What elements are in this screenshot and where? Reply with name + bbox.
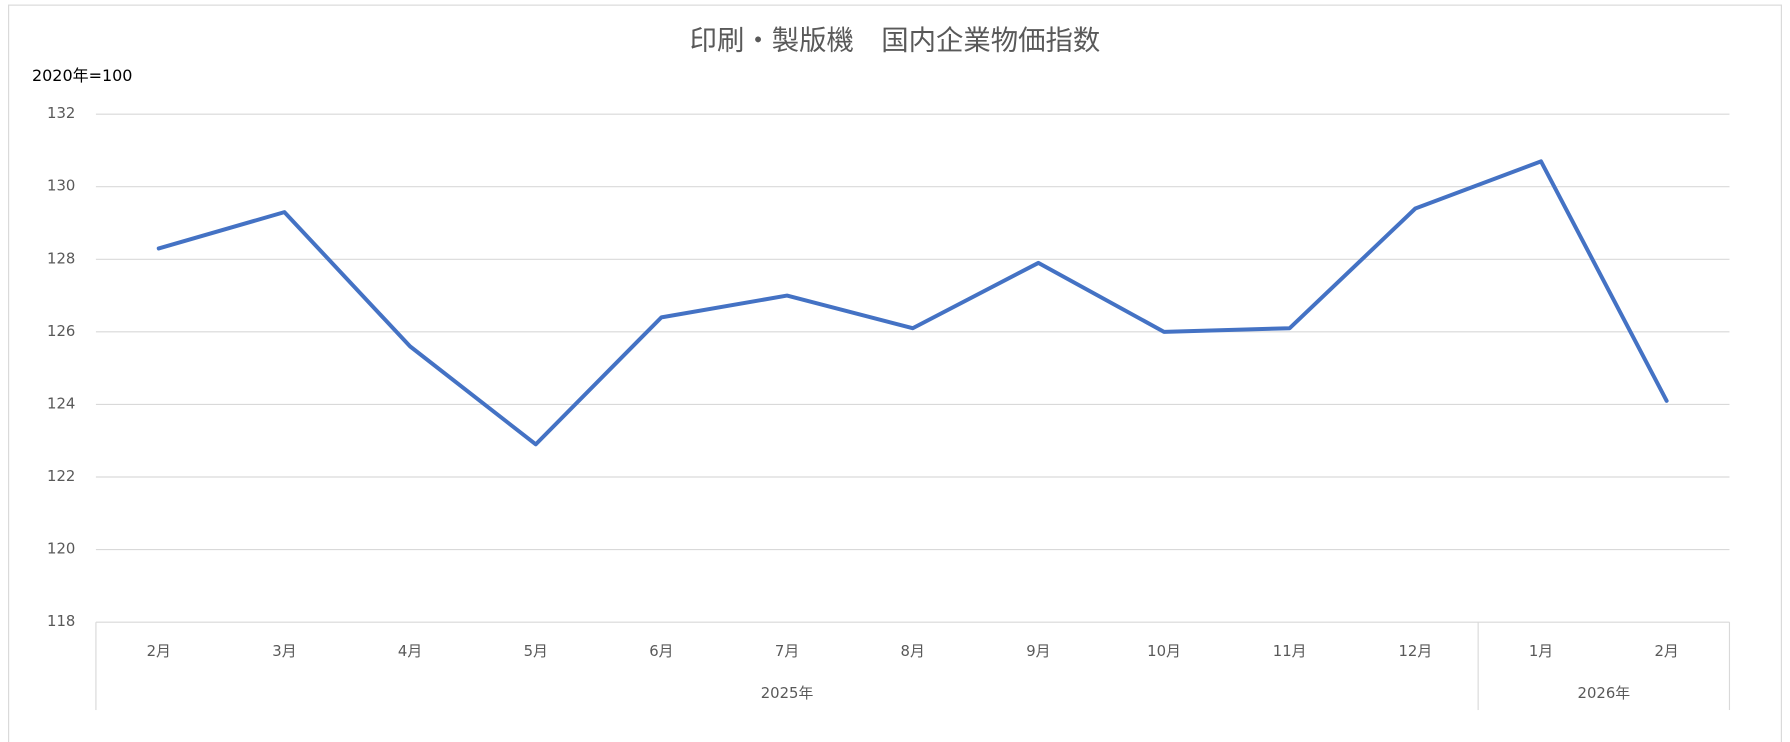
x-tick-label: 12月 (1398, 643, 1432, 660)
y-tick-label: 132 (47, 105, 75, 122)
y-tick-label: 124 (47, 395, 75, 412)
x-tick-label: 4月 (398, 643, 422, 660)
y-tick-label: 130 (47, 178, 75, 195)
x-tick-label: 3月 (272, 643, 296, 660)
y-tick-label: 126 (47, 323, 75, 340)
x-tick-label: 2月 (1655, 643, 1679, 660)
y-axis-label: 2020年=100 (32, 66, 132, 85)
y-tick-label: 120 (47, 541, 75, 558)
x-tick-label: 5月 (524, 643, 548, 660)
x-tick-label: 9月 (1026, 643, 1050, 660)
y-tick-label: 122 (47, 468, 75, 485)
y-tick-label: 128 (47, 250, 75, 267)
group-label: 2026年 (1578, 685, 1631, 702)
x-tick-label: 8月 (901, 643, 925, 660)
chart-title: 印刷・製版機 国内企業物価指数 (690, 26, 1101, 57)
line-series (156, 159, 1669, 447)
chart-border (8, 4, 1782, 742)
x-tick-label: 1月 (1529, 643, 1553, 660)
x-tick-label: 2月 (147, 643, 171, 660)
x-tick-label: 6月 (649, 643, 673, 660)
x-tick-label: 10月 (1147, 643, 1181, 660)
x-tick-label: 7月 (775, 643, 799, 660)
x-tick-label: 11月 (1273, 643, 1307, 660)
y-tick-label: 118 (47, 613, 75, 630)
group-label: 2025年 (761, 685, 814, 702)
